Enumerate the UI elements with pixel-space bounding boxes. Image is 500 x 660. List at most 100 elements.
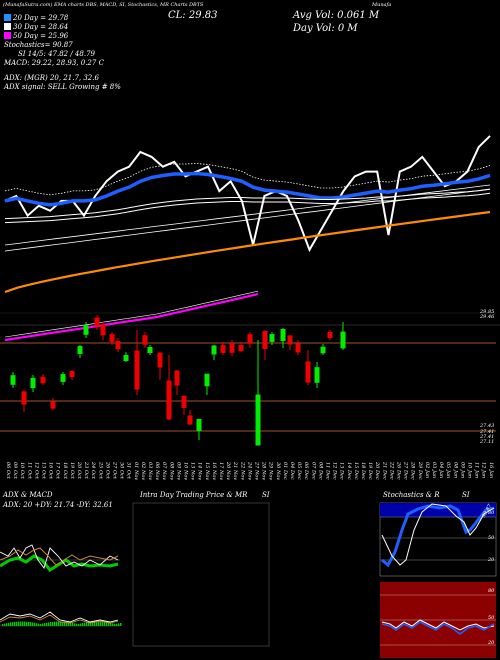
macd-histogram-bar [68,622,70,626]
candle-body [69,371,75,377]
date-label: 26 Oct [104,461,110,480]
macd-histogram-bar [88,622,90,626]
legend-ema20: 20 Day = 29.78 [4,14,121,23]
macd-histogram-bar [14,621,16,626]
macd-histogram-bar [108,622,110,626]
macd-histogram-bar [24,621,26,626]
legend-ema50: 50 Day = 25.96 [4,32,121,41]
date-label: 01 Nov [133,462,139,480]
stoch-d-line [381,503,495,566]
macd-histogram-bar [62,621,64,626]
price-label-lower2a: 27.41 [480,429,495,435]
macd-histogram-bar [92,621,94,626]
date-label: 15 Dec [353,462,359,480]
macd-histogram-bar [84,622,86,626]
macd-histogram-bar [60,621,62,626]
macd-histogram-bar [80,623,82,626]
candle-body [280,329,286,341]
ema50-swatch [4,32,11,39]
ema20-line [4,171,491,207]
date-label: 20 Oct [76,461,82,480]
macd-histogram-bar [20,621,22,626]
date-label: 30 Oct [119,462,125,480]
ema100-line [4,210,491,294]
date-label: 03 Nov [147,462,153,480]
macd-histogram-bar [40,623,42,626]
date-label: 08 Nov [168,462,174,480]
date-label: 29 Nov [268,461,274,480]
macd-histogram-bar [118,623,120,626]
legend-ema50-text: 50 Day = 25.96 [13,32,69,40]
si-blue-line [381,621,495,635]
legend-ema30-text: 30 Day = 28.64 [13,23,69,31]
macd-histogram-bar [6,623,8,626]
candle-body [269,334,275,342]
stoch-axis-50: 50 [488,535,495,541]
macd-histogram-bar [50,622,52,626]
intraday-panel-title: Intra Day Trading Price & MR [140,491,248,499]
macd-histogram-bar [74,623,76,626]
date-label: 12 Dec [332,462,338,480]
candle-body [83,325,89,335]
date-label: 16 Jan [488,462,494,478]
legend-ema20-text: 20 Day = 29.78 [13,14,69,22]
stoch-k-line [381,504,495,568]
date-label: 15 Nov [204,462,210,480]
date-axis: 06 Oct 09 Oct 10 Oct 11 Oct 12 Oct 13 Oct 16 O… [5,461,494,480]
candle-body [247,334,253,344]
ema50-line-a [4,184,491,246]
date-label: 02 Nov [140,462,146,480]
price-label-lower2b: 27.41 [480,434,495,440]
date-label: 26 Dec [396,461,402,480]
date-label: 08 Jan [452,462,458,478]
date-label: 02 Jan [424,462,430,478]
macd-histogram-bar [114,623,116,626]
candle-body [287,335,293,345]
macd-histogram-bar [38,623,40,626]
date-label: 20 Dec [374,461,380,480]
candle-body [196,419,202,431]
date-label: 18 Dec [360,462,366,480]
si-axis-50: 50 [488,615,495,621]
date-label: 16 Oct [48,462,54,480]
bottom-panels [0,502,497,660]
date-label: 11 Jan [474,462,480,478]
minus-di-line [0,547,119,566]
date-label: 06 Oct [5,462,11,480]
macd-histogram-bar [110,622,112,626]
macd-signal-line [0,614,119,624]
candle-body [134,350,140,390]
macd-line [0,611,119,623]
candle-body [305,361,311,383]
legend-stochastics: Stochastics= 90.87 [4,41,73,49]
date-label: 04 Dec [289,462,295,480]
candle-body [262,331,268,349]
date-label: 14 Dec [346,462,352,480]
price-label-lower1: 27.43 [480,423,495,429]
date-label: 09 Oct [12,462,18,480]
macd-histogram-bar [10,622,12,626]
macd-histogram-bar [112,623,114,626]
macd-histogram-bar [18,621,20,626]
day-volume: Day Vol: 0 M [293,23,358,34]
candle-body [327,332,333,338]
macd-histogram-bar [42,623,44,626]
date-label: 11 Dec [325,462,331,480]
header-right: Munafa [372,2,392,8]
date-label: 10 Jan [467,462,473,478]
legend-adx: ADX: (MGR) 20, 21.7, 32.6 [4,74,99,82]
candle-body [21,391,27,405]
date-label: 13 Oct [41,462,47,480]
header-line: (MunafaSutra.com) EMA charts DBS, MACD, … [3,2,204,8]
macd-histogram-bar [48,622,50,626]
macd-histogram-bar [52,621,54,626]
date-label: 10 Oct [19,462,25,480]
adx-lines [0,544,122,627]
macd-histogram-bar [28,621,30,626]
date-label: 06 Dec [303,462,309,480]
candle-body [147,347,153,353]
close-price: CL: 29.83 [168,10,218,21]
candle-body [50,401,56,409]
candle-body [211,345,217,355]
